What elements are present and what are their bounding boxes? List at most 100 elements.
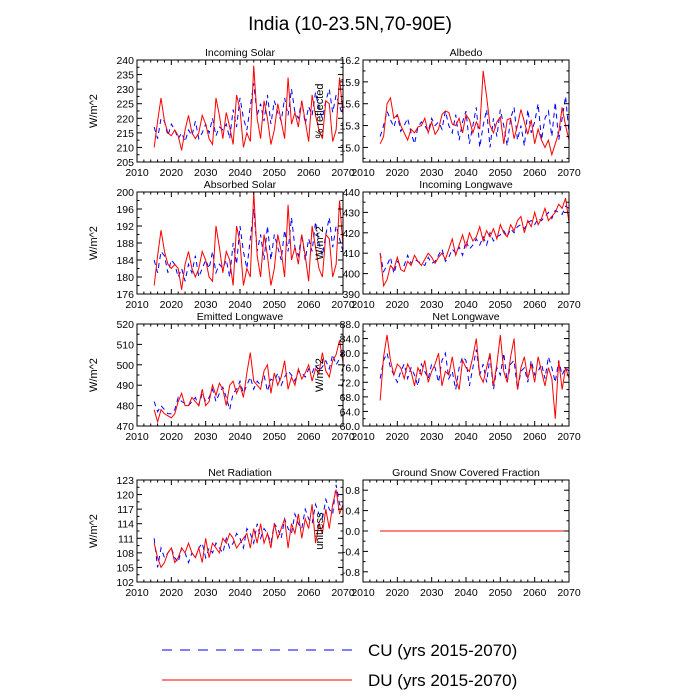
y-tick-label: 88.0 xyxy=(340,319,361,331)
y-tick-label: 76.0 xyxy=(340,363,361,375)
series-line-du xyxy=(153,489,343,569)
x-tick-label: 2070 xyxy=(331,299,355,311)
panel-net-longwave: Net Longwave 2010 2020 2030 2040 2050 2060 2070… xyxy=(314,311,581,443)
y-tick-label: 188 xyxy=(116,238,134,250)
series-line-du xyxy=(379,334,569,419)
y-axis-label: W/m^2 xyxy=(88,358,100,392)
x-tick-label: 2040 xyxy=(454,167,478,179)
y-tick-label: 16.2 xyxy=(340,55,361,67)
x-tick-label: 2030 xyxy=(420,167,444,179)
x-tick-label: 2050 xyxy=(489,587,513,599)
legend-du-label: DU (yrs 2015-2070) xyxy=(368,671,517,690)
y-tick-label: 440 xyxy=(342,187,360,199)
series-group xyxy=(153,484,343,569)
y-tick-label: 72.0 xyxy=(340,377,361,389)
y-tick-label: 240 xyxy=(116,55,134,67)
y-tick-label: -0.4 xyxy=(342,546,360,558)
x-tick-label: 2020 xyxy=(386,299,410,311)
panel-title: Absorbed Solar xyxy=(204,179,277,191)
panel-albedo: Albedo 2010 2020 2030 2040 2050 2060 2070 15.0 15… xyxy=(314,47,581,179)
y-tick-label: 210 xyxy=(116,142,134,154)
panel-ground-snow-covered-fraction: Ground Snow Covered Fraction 2010 2020 2030… xyxy=(314,467,581,599)
x-tick-label: 2060 xyxy=(523,431,547,443)
y-tick-label: 0.0 xyxy=(345,526,360,538)
series-line-du xyxy=(153,65,343,151)
x-tick-label: 2020 xyxy=(386,587,410,599)
series-line-du xyxy=(153,192,343,290)
x-tick-label: 2070 xyxy=(331,431,355,443)
x-tick-label: 2020 xyxy=(160,299,184,311)
y-tick-label: 196 xyxy=(116,204,134,216)
x-tick-label: 2040 xyxy=(228,587,252,599)
series-line-cu xyxy=(379,96,569,148)
x-tick-label: 2030 xyxy=(420,431,444,443)
x-tick-label: 2060 xyxy=(297,299,321,311)
series-line-cu xyxy=(153,83,343,144)
y-tick-label: 520 xyxy=(116,319,134,331)
x-tick-label: 2030 xyxy=(194,299,218,311)
y-tick-label: 184 xyxy=(116,255,134,267)
y-tick-label: 470 xyxy=(116,421,134,433)
x-tick-label: 2030 xyxy=(194,431,218,443)
y-axis-label: % reflected xyxy=(314,83,326,138)
y-tick-label: 80.0 xyxy=(340,348,361,360)
y-axis-label: W/m^2 xyxy=(88,226,100,260)
panel-title: Incoming Longwave xyxy=(419,179,513,191)
series-line-du xyxy=(153,340,343,424)
x-tick-label: 2010 xyxy=(351,587,375,599)
x-tick-label: 2010 xyxy=(125,299,149,311)
x-tick-label: 2040 xyxy=(228,299,252,311)
x-tick-label: 2030 xyxy=(194,167,218,179)
y-tick-label: 215 xyxy=(116,128,134,140)
x-tick-label: 2020 xyxy=(160,167,184,179)
x-tick-label: 2010 xyxy=(125,587,149,599)
x-tick-label: 2020 xyxy=(160,431,184,443)
x-tick-label: 2050 xyxy=(263,587,287,599)
x-tick-label: 2060 xyxy=(297,167,321,179)
y-tick-label: 390 xyxy=(342,289,360,301)
y-tick-label: 15.3 xyxy=(340,121,361,133)
y-tick-label: 120 xyxy=(116,490,134,502)
series-group xyxy=(379,197,569,288)
series-line-du xyxy=(379,70,569,157)
panel-title: Emitted Longwave xyxy=(197,311,284,323)
y-tick-label: 500 xyxy=(116,360,134,372)
x-tick-label: 2070 xyxy=(557,299,581,311)
x-tick-label: 2070 xyxy=(331,587,355,599)
y-tick-label: 15.6 xyxy=(340,99,361,111)
panel-incoming-solar: Incoming Solar 2010 2020 2030 2040 2050 2060 20… xyxy=(88,47,355,179)
x-tick-label: 2070 xyxy=(557,167,581,179)
y-tick-label: 205 xyxy=(116,157,134,169)
y-tick-label: 60.0 xyxy=(340,421,361,433)
series-group xyxy=(379,70,569,157)
y-tick-label: 84.0 xyxy=(340,334,361,346)
panel-title: Net Longwave xyxy=(432,311,499,323)
x-tick-label: 2030 xyxy=(194,587,218,599)
series-line-cu xyxy=(379,205,569,274)
series-line-cu xyxy=(153,350,343,415)
panel-title: Albedo xyxy=(450,47,483,59)
x-tick-label: 2020 xyxy=(386,431,410,443)
x-tick-label: 2060 xyxy=(297,431,321,443)
x-tick-label: 2010 xyxy=(125,167,149,179)
y-tick-label: 117 xyxy=(117,504,134,516)
y-tick-label: 225 xyxy=(116,99,134,111)
y-tick-label: 510 xyxy=(116,339,134,351)
y-tick-label: 105 xyxy=(116,562,134,574)
y-axis-label: unitless xyxy=(314,512,326,550)
y-tick-label: 15.9 xyxy=(340,77,361,89)
y-tick-label: 220 xyxy=(116,113,134,125)
plot-frame xyxy=(362,191,570,295)
panel-title: Ground Snow Covered Fraction xyxy=(392,467,540,479)
y-tick-label: 490 xyxy=(116,380,134,392)
panel-emitted-longwave: Emitted Longwave 2010 2020 2030 2040 2050 2060… xyxy=(88,311,355,443)
y-tick-label: 192 xyxy=(116,221,134,233)
x-tick-label: 2060 xyxy=(523,587,547,599)
x-tick-label: 2040 xyxy=(228,167,252,179)
series-line-du xyxy=(379,197,569,288)
series-line-cu xyxy=(153,208,343,282)
y-tick-label: 123 xyxy=(116,475,134,487)
x-tick-label: 2070 xyxy=(557,431,581,443)
x-tick-label: 2030 xyxy=(420,587,444,599)
x-tick-label: 2050 xyxy=(489,167,513,179)
